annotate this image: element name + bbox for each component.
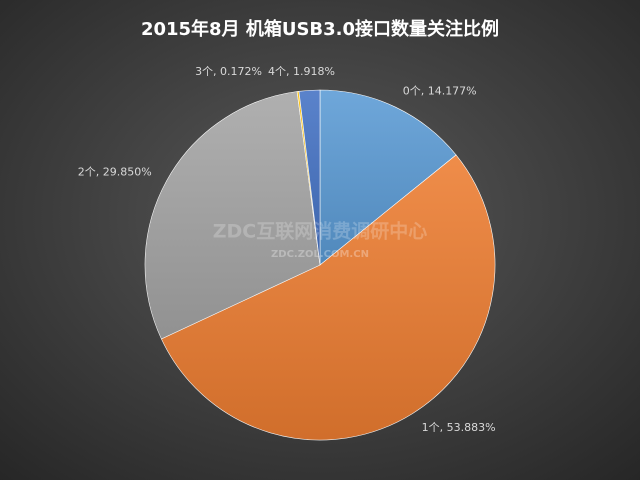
data-label: 2个, 29.850% [78, 166, 152, 179]
data-label: 4个, 1.918% [268, 65, 335, 78]
watermark: ZDC互联网消费调研中心 [213, 220, 428, 243]
data-label: 1个, 53.883% [422, 421, 496, 434]
watermark-url: ZDC.ZOL.COM.CN [271, 249, 369, 260]
data-label: 3个, 0.172% [195, 65, 262, 78]
pie [144, 89, 496, 441]
data-label: 0个, 14.177% [403, 85, 477, 98]
chart-title: 2015年8月 机箱USB3.0接口数量关注比例 [141, 18, 499, 40]
